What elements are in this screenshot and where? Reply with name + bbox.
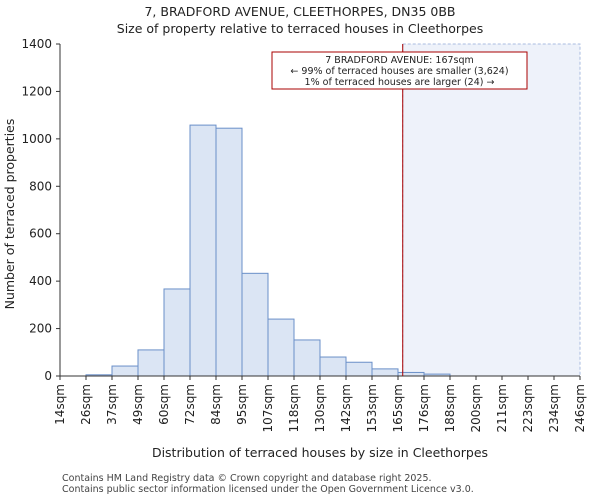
- x-tick-label: 234sqm: [547, 384, 561, 432]
- annotation-box: [271, 51, 528, 90]
- x-tick-label: 84sqm: [209, 384, 223, 425]
- histogram-bar: [189, 124, 217, 377]
- annotation-line: 7 BRADFORD AVENUE: 167sqm: [325, 55, 474, 66]
- y-tick-label: 200: [29, 322, 52, 336]
- x-tick-label: 130sqm: [313, 384, 327, 432]
- histogram-bar: [397, 371, 425, 377]
- x-tick-label: 118sqm: [287, 384, 301, 432]
- histogram-bar: [111, 365, 139, 377]
- histogram-bar: [293, 339, 321, 377]
- x-tick-label: 176sqm: [417, 384, 431, 432]
- x-tick-label: 200sqm: [469, 384, 483, 432]
- histogram-bar: [319, 356, 347, 377]
- chart-subtitle: Size of property relative to terraced ho…: [116, 21, 484, 36]
- histogram-bar: [215, 127, 243, 377]
- histogram-bar: [345, 361, 373, 377]
- x-tick-label: 165sqm: [391, 384, 405, 432]
- x-tick-label: 72sqm: [183, 384, 197, 425]
- x-tick-label: 95sqm: [235, 384, 249, 425]
- footer-line-2: Contains public sector information licen…: [62, 484, 474, 495]
- chart-title: 7, BRADFORD AVENUE, CLEETHORPES, DN35 0B…: [144, 4, 456, 19]
- y-tick-label: 1400: [21, 37, 52, 51]
- histogram-bar: [241, 272, 269, 377]
- x-tick-label: 223sqm: [521, 384, 535, 432]
- larger-region-highlight: [402, 43, 581, 377]
- annotation-line: ← 99% of terraced houses are smaller (3,…: [290, 66, 508, 77]
- y-tick-label: 1200: [21, 84, 52, 98]
- y-tick-label: 0: [44, 369, 52, 383]
- y-axis-label: Number of terraced properties: [2, 119, 17, 310]
- x-tick-label: 153sqm: [365, 384, 379, 432]
- x-axis-label: Distribution of terraced houses by size …: [152, 445, 488, 460]
- histogram-bar: [137, 349, 165, 377]
- x-tick-label: 211sqm: [495, 384, 509, 432]
- y-tick-label: 800: [29, 179, 52, 193]
- y-tick-label: 600: [29, 227, 52, 241]
- x-tick-label: 49sqm: [131, 384, 145, 425]
- histogram-bar: [371, 368, 399, 377]
- x-tick-label: 142sqm: [339, 384, 353, 432]
- x-tick-label: 107sqm: [261, 384, 275, 432]
- x-tick-label: 188sqm: [443, 384, 457, 432]
- histogram-bar: [163, 288, 191, 377]
- footer-line-1: Contains HM Land Registry data © Crown c…: [62, 473, 432, 484]
- x-tick-label: 246sqm: [573, 384, 587, 432]
- x-tick-label: 37sqm: [105, 384, 119, 425]
- y-tick-label: 400: [29, 274, 52, 288]
- x-tick-label: 26sqm: [79, 384, 93, 425]
- x-tick-label: 60sqm: [157, 384, 171, 425]
- histogram-bar: [267, 318, 295, 377]
- x-tick-label: 14sqm: [53, 384, 67, 425]
- annotation-line: 1% of terraced houses are larger (24) →: [305, 77, 495, 88]
- y-tick-label: 1000: [21, 132, 52, 146]
